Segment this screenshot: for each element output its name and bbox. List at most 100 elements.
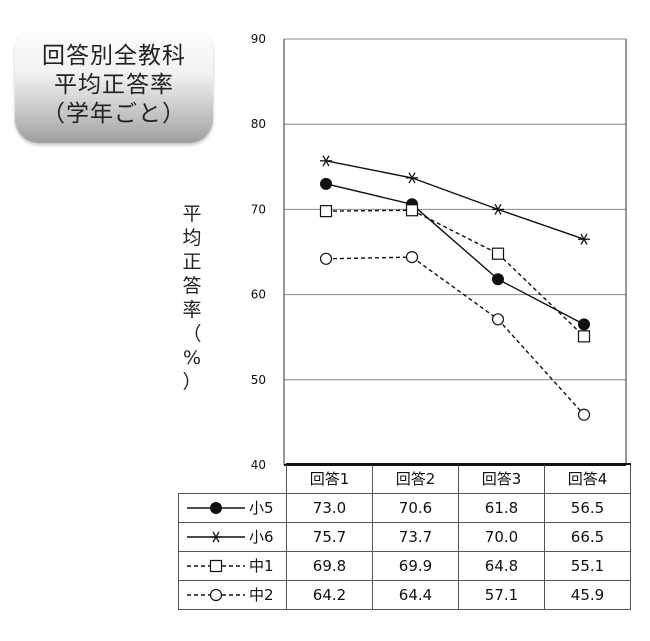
table-row: 小5 73.0 70.6 61.8 56.5	[178, 492, 631, 523]
table-cell: 45.9	[544, 579, 631, 610]
y-tick-label: 50	[251, 373, 266, 387]
asterisk-stroke	[580, 233, 588, 245]
data-point	[578, 233, 590, 245]
legend-marker-open-circle	[187, 588, 245, 601]
series-line-segment	[411, 209, 499, 255]
y-axis-label-char: （	[182, 323, 201, 345]
table-row: 小6 75.7 73.7 70.0 66.5	[178, 521, 631, 552]
data-point	[578, 318, 590, 331]
table-cell: 73.7	[372, 521, 459, 552]
y-axis-label-char: %	[183, 347, 201, 369]
data-point	[492, 203, 504, 215]
legend-cell: 小6	[178, 521, 287, 552]
table-cell: 56.5	[544, 492, 631, 523]
table-cell: 64.4	[372, 579, 459, 610]
table-header-cell: 回答4	[544, 463, 631, 494]
y-axis-label-char: 均	[182, 227, 201, 249]
asterisk-stroke	[408, 172, 416, 184]
legend-cell: 中1	[178, 550, 287, 581]
series-line-segment	[325, 209, 413, 212]
chart-title-line-1: 回答別全教科	[42, 42, 186, 69]
legend-marker-filled-circle	[187, 501, 245, 514]
chart-title-line-3: （学年ごと）	[42, 100, 186, 127]
y-tick-label: 40	[251, 458, 266, 470]
series-line-segment	[497, 278, 585, 326]
data-table: 回答1 回答2 回答3 回答4 小5 73.0 70.6 61.8 56.5 小…	[178, 463, 631, 610]
table-cell: 70.0	[458, 521, 545, 552]
data-point	[319, 205, 333, 218]
series-name: 中2	[249, 586, 274, 604]
table-header-row: 回答1 回答2 回答3 回答4	[179, 463, 631, 494]
table-cell: 55.1	[544, 550, 631, 581]
data-point	[406, 172, 418, 184]
table-cell: 64.8	[458, 550, 545, 581]
series-line-segment	[325, 256, 413, 260]
table-cell: 75.7	[286, 521, 373, 552]
series-中1	[319, 204, 591, 343]
y-axis-label-char: ）	[182, 371, 201, 393]
data-point	[320, 155, 332, 167]
table-cell: 70.6	[372, 492, 459, 523]
legend-cell: 中2	[178, 579, 287, 610]
y-tick-label: 60	[251, 288, 266, 302]
table-cell: 69.9	[372, 550, 459, 581]
table-row: 中2 64.2 64.4 57.1 45.9	[178, 579, 631, 610]
series-小5	[320, 177, 590, 331]
data-point	[492, 273, 504, 286]
data-point	[577, 330, 591, 343]
table-cell: 73.0	[286, 492, 373, 523]
table-cell: 57.1	[458, 579, 545, 610]
data-point	[491, 313, 505, 326]
table-cell: 66.5	[544, 521, 631, 552]
data-point	[491, 247, 505, 260]
legend-marker	[209, 559, 223, 572]
legend-marker	[210, 501, 222, 514]
series-line-segment	[497, 318, 585, 416]
table-cell: 61.8	[458, 492, 545, 523]
y-axis-label-char: 率	[182, 299, 201, 321]
data-point	[405, 204, 419, 217]
gridlines	[283, 38, 627, 466]
table-row: 中1 69.8 69.9 64.8 55.1	[178, 550, 631, 581]
table-cell: 69.8	[286, 550, 373, 581]
legend-marker	[210, 530, 222, 543]
series-小6	[320, 155, 590, 245]
table-header-cell: 回答1	[286, 463, 373, 494]
line-chart: 40 50 60 70 80 90 平均正答率（%）	[182, 32, 627, 470]
legend-marker-open-square	[187, 559, 245, 572]
legend-cell: 小5	[178, 492, 287, 523]
data-point	[405, 251, 419, 264]
chart-title: 回答別全教科 平均正答率 （学年ごと）	[15, 27, 213, 143]
series-line-segment	[411, 203, 499, 280]
series-name: 小6	[249, 528, 274, 546]
y-tick-label: 90	[251, 32, 266, 46]
y-axis-label-char: 平	[182, 203, 201, 225]
y-axis-label-char: 答	[182, 275, 201, 297]
table-header-cell: 回答2	[372, 463, 459, 494]
asterisk-stroke	[212, 530, 220, 543]
y-axis-label: 平均正答率（%）	[182, 203, 201, 393]
asterisk-stroke	[494, 203, 502, 215]
data-point	[320, 177, 332, 190]
legend-marker-asterisk	[187, 530, 245, 543]
series-name: 中1	[249, 557, 274, 575]
series-line-segment	[497, 253, 585, 337]
series-line-segment	[411, 256, 499, 320]
y-tick-label: 70	[251, 202, 266, 216]
y-tick-label: 80	[251, 117, 266, 131]
series-name: 小5	[249, 499, 274, 517]
series-line-segment	[411, 177, 499, 211]
series-lines	[319, 155, 591, 421]
table-corner	[179, 464, 287, 493]
chart-title-line-2: 平均正答率	[54, 71, 174, 98]
data-point	[319, 252, 333, 265]
series-line-segment	[497, 208, 585, 240]
series-line-segment	[325, 183, 413, 205]
table-header-cell: 回答3	[458, 463, 545, 494]
table-cell: 64.2	[286, 579, 373, 610]
y-axis-ticks: 40 50 60 70 80 90	[251, 32, 266, 470]
y-axis-label-char: 正	[182, 251, 201, 273]
data-point	[577, 408, 591, 421]
legend-marker	[209, 588, 223, 601]
series-line-segment	[325, 160, 413, 179]
